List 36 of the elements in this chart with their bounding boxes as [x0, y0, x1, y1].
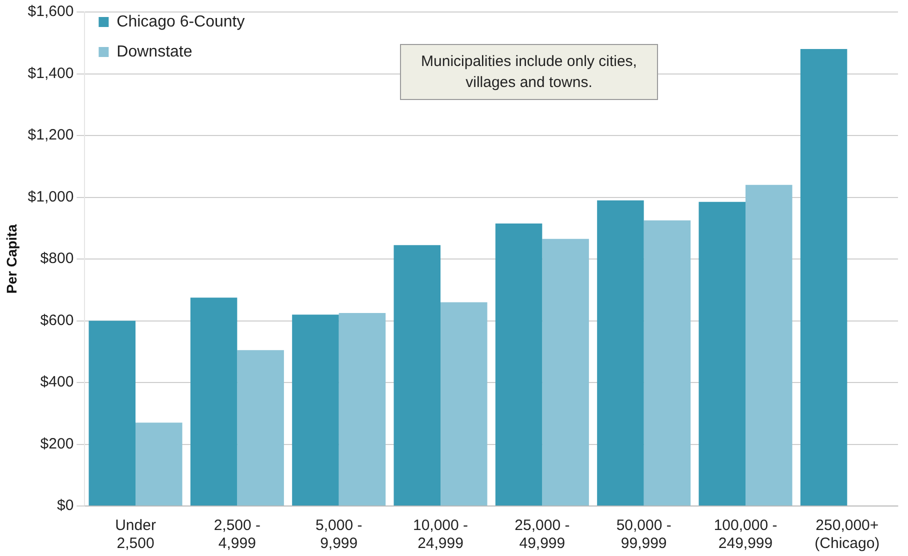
bar [542, 238, 589, 506]
bar [292, 314, 339, 506]
y-tick-label: $1,200 [28, 126, 74, 144]
legend-label: Downstate [116, 43, 192, 60]
y-tick-label: $200 [40, 435, 74, 452]
bar [136, 422, 182, 506]
bar [597, 200, 644, 506]
bar [698, 202, 746, 506]
y-tick-label: $800 [40, 250, 74, 268]
legend-label: Chicago 6-County [116, 13, 245, 30]
bar [800, 49, 848, 506]
x-tick-label: 10,000 - 24,999 [412, 517, 468, 552]
bar [746, 184, 792, 506]
bar [644, 220, 691, 506]
x-tick-label: 50,000 - 99,999 [616, 517, 672, 552]
annotation: Municipalities include only cities, villages and towns. [400, 44, 658, 100]
bar [237, 350, 284, 506]
y-tick-label: $1,600 [28, 3, 74, 20]
y-tick-label: $0 [56, 497, 74, 514]
x-tick-label: 25,000 - 49,999 [514, 517, 570, 552]
x-tick-label: 100,000 - 249,999 [714, 517, 778, 552]
x-tick-label: 2,500 - 4,999 [214, 517, 261, 552]
y-tick-label: $1,000 [28, 188, 74, 206]
y-tick-label: $400 [40, 374, 74, 391]
x-tick-label: 5,000 - 9,999 [315, 517, 362, 552]
y-tick-label: $1,400 [28, 64, 74, 82]
bar [440, 302, 488, 506]
bar [394, 245, 441, 506]
y-axis-title: Per Capita [3, 224, 20, 294]
y-tick-label: $600 [40, 312, 74, 329]
x-tick-label: 250,000+ (Chicago) [814, 517, 880, 552]
bar [338, 313, 386, 506]
bar [88, 320, 136, 506]
x-tick-label: Under 2,500 [115, 517, 156, 552]
bar [190, 298, 238, 506]
bar [495, 223, 542, 506]
